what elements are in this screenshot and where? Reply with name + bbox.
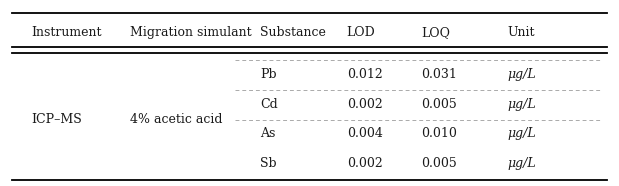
Text: Cd: Cd xyxy=(260,98,278,111)
Text: Instrument: Instrument xyxy=(31,26,102,39)
Text: Unit: Unit xyxy=(508,26,535,39)
Text: LOD: LOD xyxy=(347,26,375,39)
Text: 0.005: 0.005 xyxy=(421,157,457,170)
Text: 4% acetic acid: 4% acetic acid xyxy=(130,113,222,126)
Text: Sb: Sb xyxy=(260,157,277,170)
Text: μg/L: μg/L xyxy=(508,157,536,170)
Text: Substance: Substance xyxy=(260,26,326,39)
Text: LOQ: LOQ xyxy=(421,26,450,39)
Text: 0.002: 0.002 xyxy=(347,157,383,170)
Text: As: As xyxy=(260,127,275,140)
Text: μg/L: μg/L xyxy=(508,127,536,140)
Text: 0.012: 0.012 xyxy=(347,68,383,81)
Text: 0.002: 0.002 xyxy=(347,98,383,111)
Text: Pb: Pb xyxy=(260,68,277,81)
Text: 0.005: 0.005 xyxy=(421,98,457,111)
Text: 0.004: 0.004 xyxy=(347,127,383,140)
Text: μg/L: μg/L xyxy=(508,98,536,111)
Text: μg/L: μg/L xyxy=(508,68,536,81)
Text: 0.031: 0.031 xyxy=(421,68,457,81)
Text: ICP–MS: ICP–MS xyxy=(31,113,82,126)
Text: Migration simulant: Migration simulant xyxy=(130,26,251,39)
Text: 0.010: 0.010 xyxy=(421,127,457,140)
